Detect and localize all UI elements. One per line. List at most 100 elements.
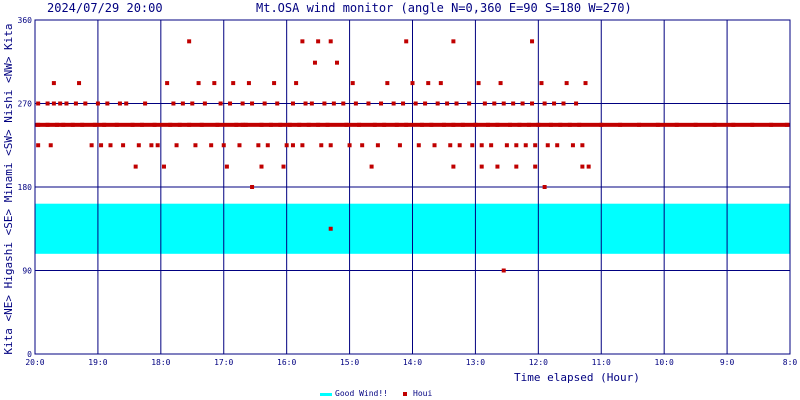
tick-layer: 20:0 19:0 18:0 17:0 16:0 15:0 14:0 13:0 12:0 11:0…: [18, 16, 798, 367]
houi-point: [89, 143, 94, 148]
houi-point: [769, 122, 774, 127]
houi-point: [438, 81, 443, 86]
houi-point: [552, 101, 557, 106]
houi-point: [168, 122, 173, 127]
houi-point: [306, 122, 311, 127]
houi-point: [284, 143, 289, 148]
houi-point: [432, 143, 437, 148]
good-wind-swatch: [320, 393, 332, 396]
houi-point: [445, 101, 450, 106]
houi-point: [520, 101, 525, 106]
houi-point: [209, 143, 214, 148]
y-axis-label: Kita <NE> Higashi <SE> Minami <SW> Nishi…: [2, 23, 15, 355]
houi-point: [165, 81, 170, 86]
houi-point: [473, 122, 478, 127]
houi-point: [451, 122, 456, 127]
houi-point: [48, 143, 53, 148]
houi-point: [385, 81, 390, 86]
houi-point: [268, 122, 273, 127]
houi-point: [457, 143, 462, 148]
houi-point: [99, 143, 104, 148]
houi-point: [489, 143, 494, 148]
houi-point: [391, 101, 396, 106]
houi-point: [476, 81, 481, 86]
houi-point: [328, 39, 333, 44]
x-tick-label: 13:0: [466, 358, 485, 367]
houi-point: [294, 81, 299, 86]
houi-point: [360, 143, 365, 148]
legend-good-wind: Good Wind!!: [335, 389, 388, 398]
x-tick-label: 12:0: [529, 358, 548, 367]
houi-point: [429, 122, 434, 127]
houi-point: [130, 122, 135, 127]
houi-point: [177, 122, 182, 127]
x-tick-label: 14:0: [403, 358, 422, 367]
houi-point: [281, 164, 286, 169]
houi-point: [256, 143, 261, 148]
houi-point: [498, 81, 503, 86]
houi-point: [70, 122, 75, 127]
houi-point: [586, 164, 591, 169]
houi-point: [492, 101, 497, 106]
houi-point: [36, 122, 41, 127]
houi-point: [410, 81, 415, 86]
houi-point: [501, 268, 506, 273]
houi-point: [51, 101, 56, 106]
houi-point: [218, 101, 223, 106]
houi-point: [750, 122, 755, 127]
houi-point: [379, 101, 384, 106]
houi-point: [190, 101, 195, 106]
houi-point: [139, 122, 144, 127]
houi-point: [95, 101, 100, 106]
houi-point: [618, 122, 623, 127]
houi-point: [335, 60, 339, 65]
houi-point: [319, 143, 324, 148]
houi-point: [121, 143, 126, 148]
houi-point: [558, 122, 563, 127]
houi-point: [246, 81, 251, 86]
y-tick-label: 90: [22, 267, 32, 276]
houi-point: [328, 226, 333, 231]
y-tick-label: 0: [27, 350, 32, 359]
y-tick-label: 180: [18, 183, 33, 192]
houi-point: [45, 101, 50, 106]
houi-point: [136, 143, 141, 148]
houi-point: [561, 101, 566, 106]
houi-point: [514, 143, 519, 148]
houi-swatch: [403, 392, 407, 396]
houi-point: [486, 122, 490, 127]
houi-point: [161, 164, 166, 169]
x-tick-label: 17:0: [214, 358, 233, 367]
houi-point: [419, 122, 424, 127]
houi-point: [350, 81, 355, 86]
houi-point: [441, 122, 446, 127]
houi-point: [570, 143, 575, 148]
houi-point: [240, 122, 245, 127]
houi-point: [655, 122, 660, 127]
houi-point: [548, 122, 553, 127]
header: 2024/07/29 20:00 Mt.OSA wind monitor (an…: [0, 0, 800, 18]
houi-point: [401, 101, 406, 106]
houi-point: [272, 81, 277, 86]
houi-point: [155, 143, 160, 148]
houi-point: [454, 101, 459, 106]
houi-point: [36, 143, 41, 148]
houi-point: [152, 122, 157, 127]
legend: Good Wind!! Houi: [0, 389, 800, 400]
houi-point: [426, 81, 431, 86]
houi-point: [300, 143, 305, 148]
houi-point: [102, 122, 107, 127]
houi-point: [64, 101, 69, 106]
houi-point: [290, 101, 295, 106]
grid-layer: [34, 19, 791, 355]
houi-point: [290, 143, 295, 148]
houi-point: [545, 143, 550, 148]
houi-point: [511, 101, 516, 106]
houi-point: [539, 81, 544, 86]
houi-point: [423, 101, 428, 106]
houi-point: [580, 143, 585, 148]
houi-point: [80, 122, 85, 127]
houi-point: [347, 143, 352, 148]
houi-point: [504, 143, 509, 148]
